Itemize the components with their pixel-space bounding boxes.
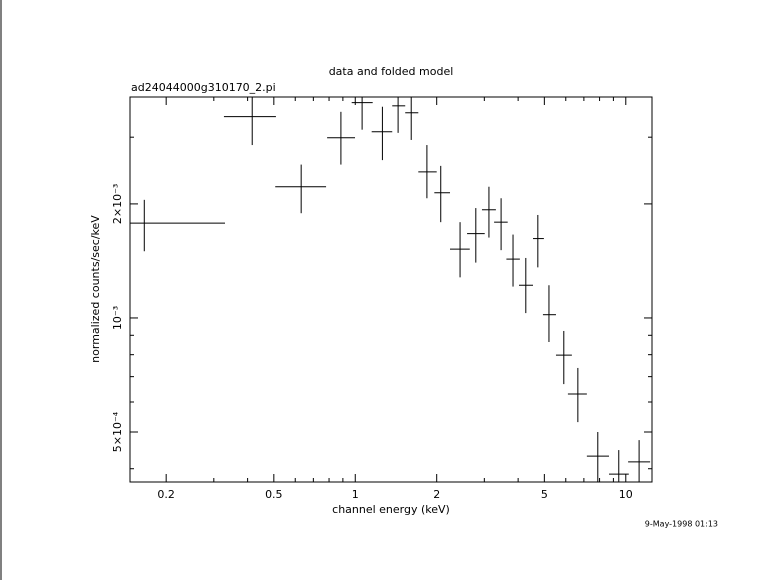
chart-subtitle: ad24044000g310170_2.pi bbox=[131, 81, 276, 94]
x-tick-label: 2 bbox=[433, 488, 440, 501]
y-tick-label: 10⁻³ bbox=[111, 306, 124, 330]
chart-title: data and folded model bbox=[329, 65, 454, 78]
timestamp: 9-May-1998 01:13 bbox=[645, 520, 718, 529]
x-tick-label: 10 bbox=[619, 488, 633, 501]
x-axis-label: channel energy (keV) bbox=[332, 503, 450, 516]
y-tick-label: 5×10⁻⁴ bbox=[111, 411, 124, 452]
x-tick-label: 0.5 bbox=[265, 488, 283, 501]
x-tick-label: 0.2 bbox=[157, 488, 175, 501]
y-axis-label: normalized counts/sec/keV bbox=[89, 215, 102, 363]
x-tick-label: 5 bbox=[541, 488, 548, 501]
plot-frame bbox=[129, 96, 653, 483]
data-layer bbox=[130, 97, 651, 482]
x-tick-label: 1 bbox=[352, 488, 359, 501]
y-tick-label: 2×10⁻³ bbox=[111, 184, 124, 224]
